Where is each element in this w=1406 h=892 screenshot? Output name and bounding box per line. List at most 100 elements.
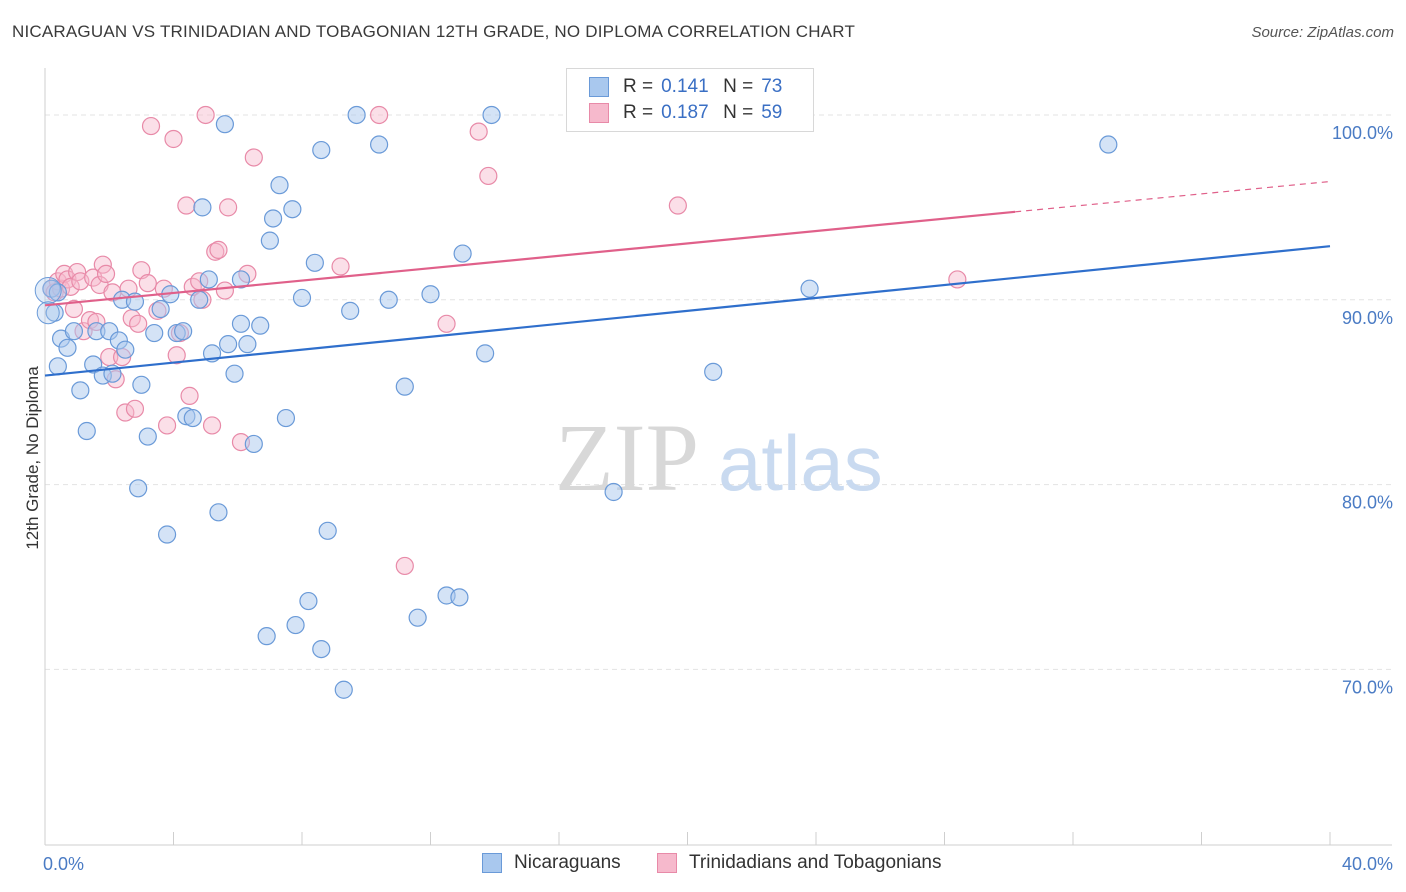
nicaraguan-point: [225, 364, 244, 383]
nicaraguan-point: [251, 316, 270, 335]
trinidadian-point: [138, 274, 157, 293]
x-tick-label-0: 0.0%: [43, 854, 84, 874]
nicaraguan-point: [408, 608, 427, 627]
watermark-zip: ZIP: [555, 404, 699, 511]
trinidadian-point: [209, 240, 228, 259]
nicaraguan-point: [476, 344, 495, 363]
nicaraguan-point: [305, 253, 324, 272]
nicaraguan-point: [450, 588, 469, 607]
nicaraguan-point: [276, 408, 296, 428]
chart-title: NICARAGUAN VS TRINIDADIAN AND TOBAGONIAN…: [12, 22, 856, 41]
trinidadian-point: [180, 386, 199, 405]
nicaraguan-point: [199, 270, 218, 289]
nicaraguan-point: [704, 362, 723, 381]
bottom-legend-swatch-pink: [657, 853, 677, 873]
nicaraguan-point: [129, 479, 148, 498]
nicaraguan-point: [299, 591, 318, 611]
legend-row-trinidadians: R = 0.187 N = 59: [589, 101, 782, 125]
bottom-legend-nicaraguans: Nicaraguans: [482, 852, 621, 874]
nicaraguan-point: [77, 421, 96, 441]
nicaraguan-point: [421, 285, 440, 304]
nicaraguan-point: [334, 680, 353, 699]
trend-line-trinidadians-extension: [1015, 180, 1331, 213]
nicaraguan-point: [286, 615, 305, 635]
y-axis-label: 12th Grade, No Diploma: [23, 366, 42, 550]
trinidadian-point: [116, 403, 135, 422]
watermark: ZIP atlas: [555, 404, 883, 511]
legend-swatch-pink: [589, 103, 609, 123]
nicaraguan-point: [312, 639, 331, 659]
bottom-legend-label-nicaraguans: Nicaraguans: [514, 852, 621, 873]
nicaraguan-point: [231, 314, 251, 333]
nicaraguan-point: [453, 244, 472, 263]
trinidadian-point: [219, 198, 238, 217]
legend-n-label: N =: [723, 102, 754, 123]
nicaraguan-point: [231, 270, 251, 289]
series-nicaraguans-points: [34, 105, 1118, 699]
nicaraguan-point: [800, 279, 819, 298]
tick-labels: 70.0% 80.0% 90.0% 100.0% 0.0% 40.0%: [43, 123, 1393, 874]
bottom-legend-label-trinidadians: Trinidadians and Tobagonians: [689, 852, 942, 873]
trinidadian-point: [177, 196, 196, 215]
nicaraguan-point: [347, 105, 366, 125]
legend-n-value-2: 59: [761, 102, 783, 123]
trinidadian-point: [141, 116, 161, 136]
nicaraguan-point: [116, 340, 135, 359]
trinidadian-point: [157, 416, 177, 435]
trinidadian-point: [370, 105, 389, 125]
trinidadian-point: [479, 166, 498, 186]
x-tick-label-40: 40.0%: [1342, 854, 1393, 874]
trinidadian-point: [437, 314, 456, 333]
legend-swatch-blue: [589, 77, 609, 97]
nicaraguan-point: [260, 231, 279, 250]
legend-n-value-1: 73: [761, 76, 783, 97]
legend-n-label: N =: [723, 76, 754, 97]
nicaraguan-point: [71, 381, 90, 400]
watermark-atlas: atlas: [718, 419, 883, 507]
legend-r-value-2: 0.187: [661, 102, 709, 123]
bottom-legend-trinidadians: Trinidadians and Tobagonians: [657, 852, 941, 874]
trinidadian-point: [125, 399, 145, 418]
trinidadian-point: [96, 264, 116, 284]
trinidadian-point: [196, 105, 215, 125]
trinidadian-point: [395, 556, 414, 576]
nicaraguan-point-large: [34, 277, 62, 305]
y-tick-label-80: 80.0%: [1342, 493, 1393, 513]
nicaraguan-point: [482, 105, 501, 125]
trend-line-nicaraguans: [44, 245, 1331, 377]
source-credit: Source: ZipAtlas.com: [1251, 24, 1394, 41]
nicaraguan-point: [193, 198, 212, 217]
nicaraguan-point: [263, 209, 283, 228]
nicaraguan-point: [341, 301, 360, 320]
nicaraguan-point: [395, 377, 414, 396]
legend-r-label: R =: [623, 76, 654, 97]
nicaraguan-point: [370, 135, 389, 154]
nicaraguan-point: [318, 521, 337, 540]
y-tick-label-70: 70.0%: [1342, 677, 1393, 697]
axes: [44, 68, 1392, 846]
bottom-legend-swatch-blue: [482, 853, 502, 873]
nicaraguan-point: [209, 503, 228, 522]
trinidadian-point: [331, 257, 350, 276]
trinidadian-point: [206, 242, 225, 261]
nicaraguan-point: [138, 427, 157, 446]
nicaraguan-point: [151, 299, 170, 319]
nicaraguan-point: [215, 115, 234, 134]
nicaraguan-point: [183, 408, 202, 428]
nicaraguan-point: [257, 627, 276, 646]
nicaraguan-point: [283, 200, 302, 219]
nicaraguan-point: [238, 335, 257, 354]
nicaraguan-point: [270, 176, 289, 195]
nicaraguan-point: [48, 283, 67, 302]
nicaraguan-point: [145, 323, 164, 343]
trinidadian-point: [64, 299, 84, 319]
nicaraguan-point: [132, 375, 151, 394]
trend-lines: [44, 180, 1331, 377]
legend-r-value-1: 0.141: [661, 76, 709, 97]
nicaraguan-point: [1099, 135, 1118, 154]
trinidadian-point: [244, 148, 263, 167]
trinidadian-point: [129, 314, 148, 333]
trinidadian-point: [202, 416, 222, 435]
trend-line-trinidadians: [44, 210, 1016, 307]
